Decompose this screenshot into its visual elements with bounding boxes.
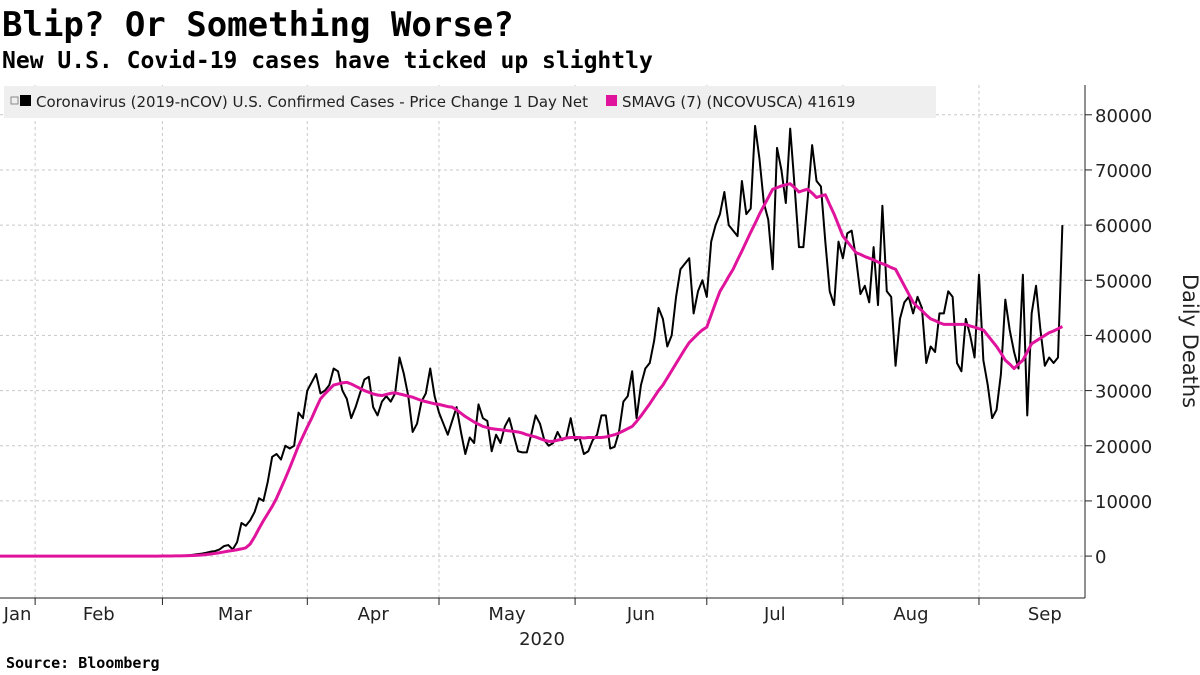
x-tick-label: Mar (218, 604, 253, 625)
x-axis-title: 2020 (519, 629, 565, 650)
y-tick-label: 40000 (1095, 326, 1152, 347)
chart-subtitle: New U.S. Covid-19 cases have ticked up s… (2, 48, 653, 74)
grid (0, 85, 1085, 598)
y-tick-label: 80000 (1095, 106, 1152, 127)
legend-swatch (606, 95, 618, 106)
y-tick-label: 0 (1095, 547, 1106, 568)
legend-swatch (20, 95, 31, 106)
legend-label: SMAVG (7) (NCOVUSCA) 41619 (622, 93, 855, 111)
x-tick-label: Jul (763, 604, 786, 625)
plot (0, 114, 1092, 605)
x-tick-label: Aug (893, 604, 928, 625)
series-line (0, 124, 1064, 558)
legend-label: Coronavirus (2019-nCOV) U.S. Confirmed C… (36, 93, 588, 111)
y-tick-label: 30000 (1095, 382, 1152, 403)
chart-title: Blip? Or Something Worse? (2, 5, 514, 45)
legend-icon (10, 96, 19, 105)
y-tick-label: 60000 (1095, 216, 1152, 237)
series-line (0, 182, 1064, 558)
x-tick-label: Apr (358, 604, 390, 625)
source: Source: Bloomberg (6, 654, 160, 672)
x-tick-label: Feb (83, 604, 115, 625)
y-tick-label: 10000 (1095, 492, 1152, 513)
x-tick-label: May (488, 604, 526, 625)
y-tick-label: 20000 (1095, 437, 1152, 458)
y-tick-label: 70000 (1095, 161, 1152, 182)
x-tick-label: Sep (1028, 604, 1062, 625)
x-tick-label: Jan (3, 604, 32, 625)
x-tick-label: Jun (626, 604, 655, 625)
y-tick-label: 50000 (1095, 271, 1152, 292)
legend-box (4, 86, 936, 118)
y-axis-title: Daily Deaths (1178, 274, 1200, 408)
